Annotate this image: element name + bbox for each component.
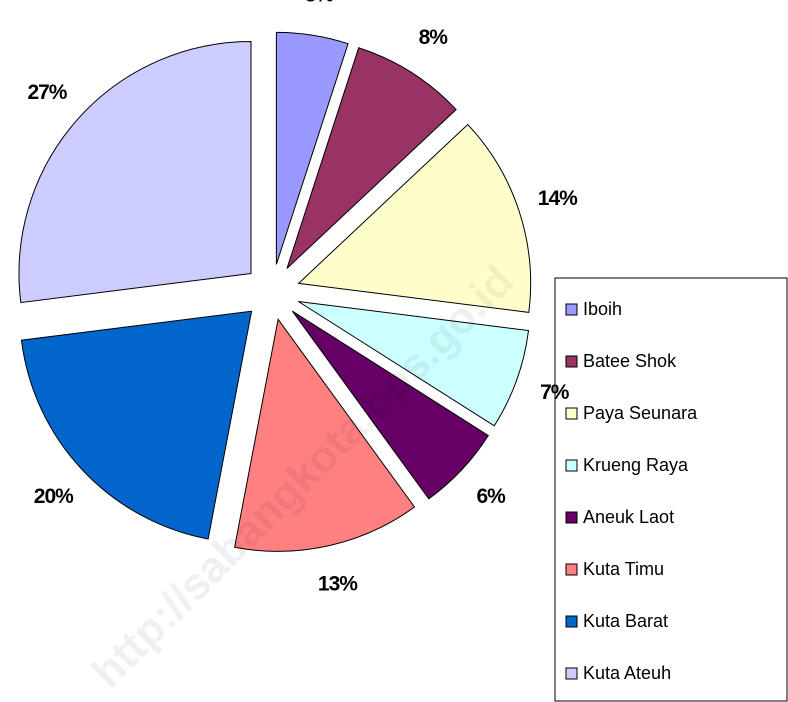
legend-label: Paya Seunara — [583, 403, 698, 423]
data-label: 5% — [305, 0, 335, 6]
pie-slice — [234, 318, 416, 552]
data-label: 8% — [419, 26, 449, 49]
data-label: 20% — [34, 485, 74, 508]
legend-swatch — [565, 407, 578, 420]
pie-slice — [18, 40, 252, 304]
legend-box — [554, 277, 788, 702]
pie-slice — [20, 310, 253, 540]
legend-label: Krueng Raya — [583, 455, 689, 475]
legend: Iboih Batee Shok Paya Seunara Krueng Raya An… — [565, 299, 698, 683]
legend-label: Iboih — [583, 299, 622, 319]
data-label: 14% — [538, 187, 578, 210]
legend-label: Kuta Timu — [583, 559, 664, 579]
pie-slice — [298, 300, 530, 427]
data-label: 7% — [540, 381, 570, 404]
pie-slice — [292, 310, 489, 500]
legend-label: Kuta Ateuh — [583, 663, 671, 683]
legend-swatch — [565, 355, 578, 368]
pie-slice — [297, 123, 532, 313]
legend-swatch — [565, 511, 578, 524]
legend-swatch — [565, 459, 578, 472]
legend-swatch — [565, 667, 578, 680]
pie-slice — [286, 47, 457, 269]
legend-swatch — [565, 303, 578, 316]
pie: 5% 8% 14% 7% 6% 13% 20% 27% — [18, 0, 579, 595]
legend-swatch — [565, 563, 578, 576]
data-label: 6% — [477, 485, 507, 508]
data-label: 27% — [27, 81, 67, 104]
data-label: 13% — [318, 572, 358, 595]
legend-swatch — [565, 615, 578, 628]
legend-label: Batee Shok — [583, 351, 677, 371]
pie-slice — [275, 31, 349, 265]
legend-label: Kuta Barat — [583, 611, 668, 631]
legend-label: Aneuk Laot — [583, 507, 674, 527]
